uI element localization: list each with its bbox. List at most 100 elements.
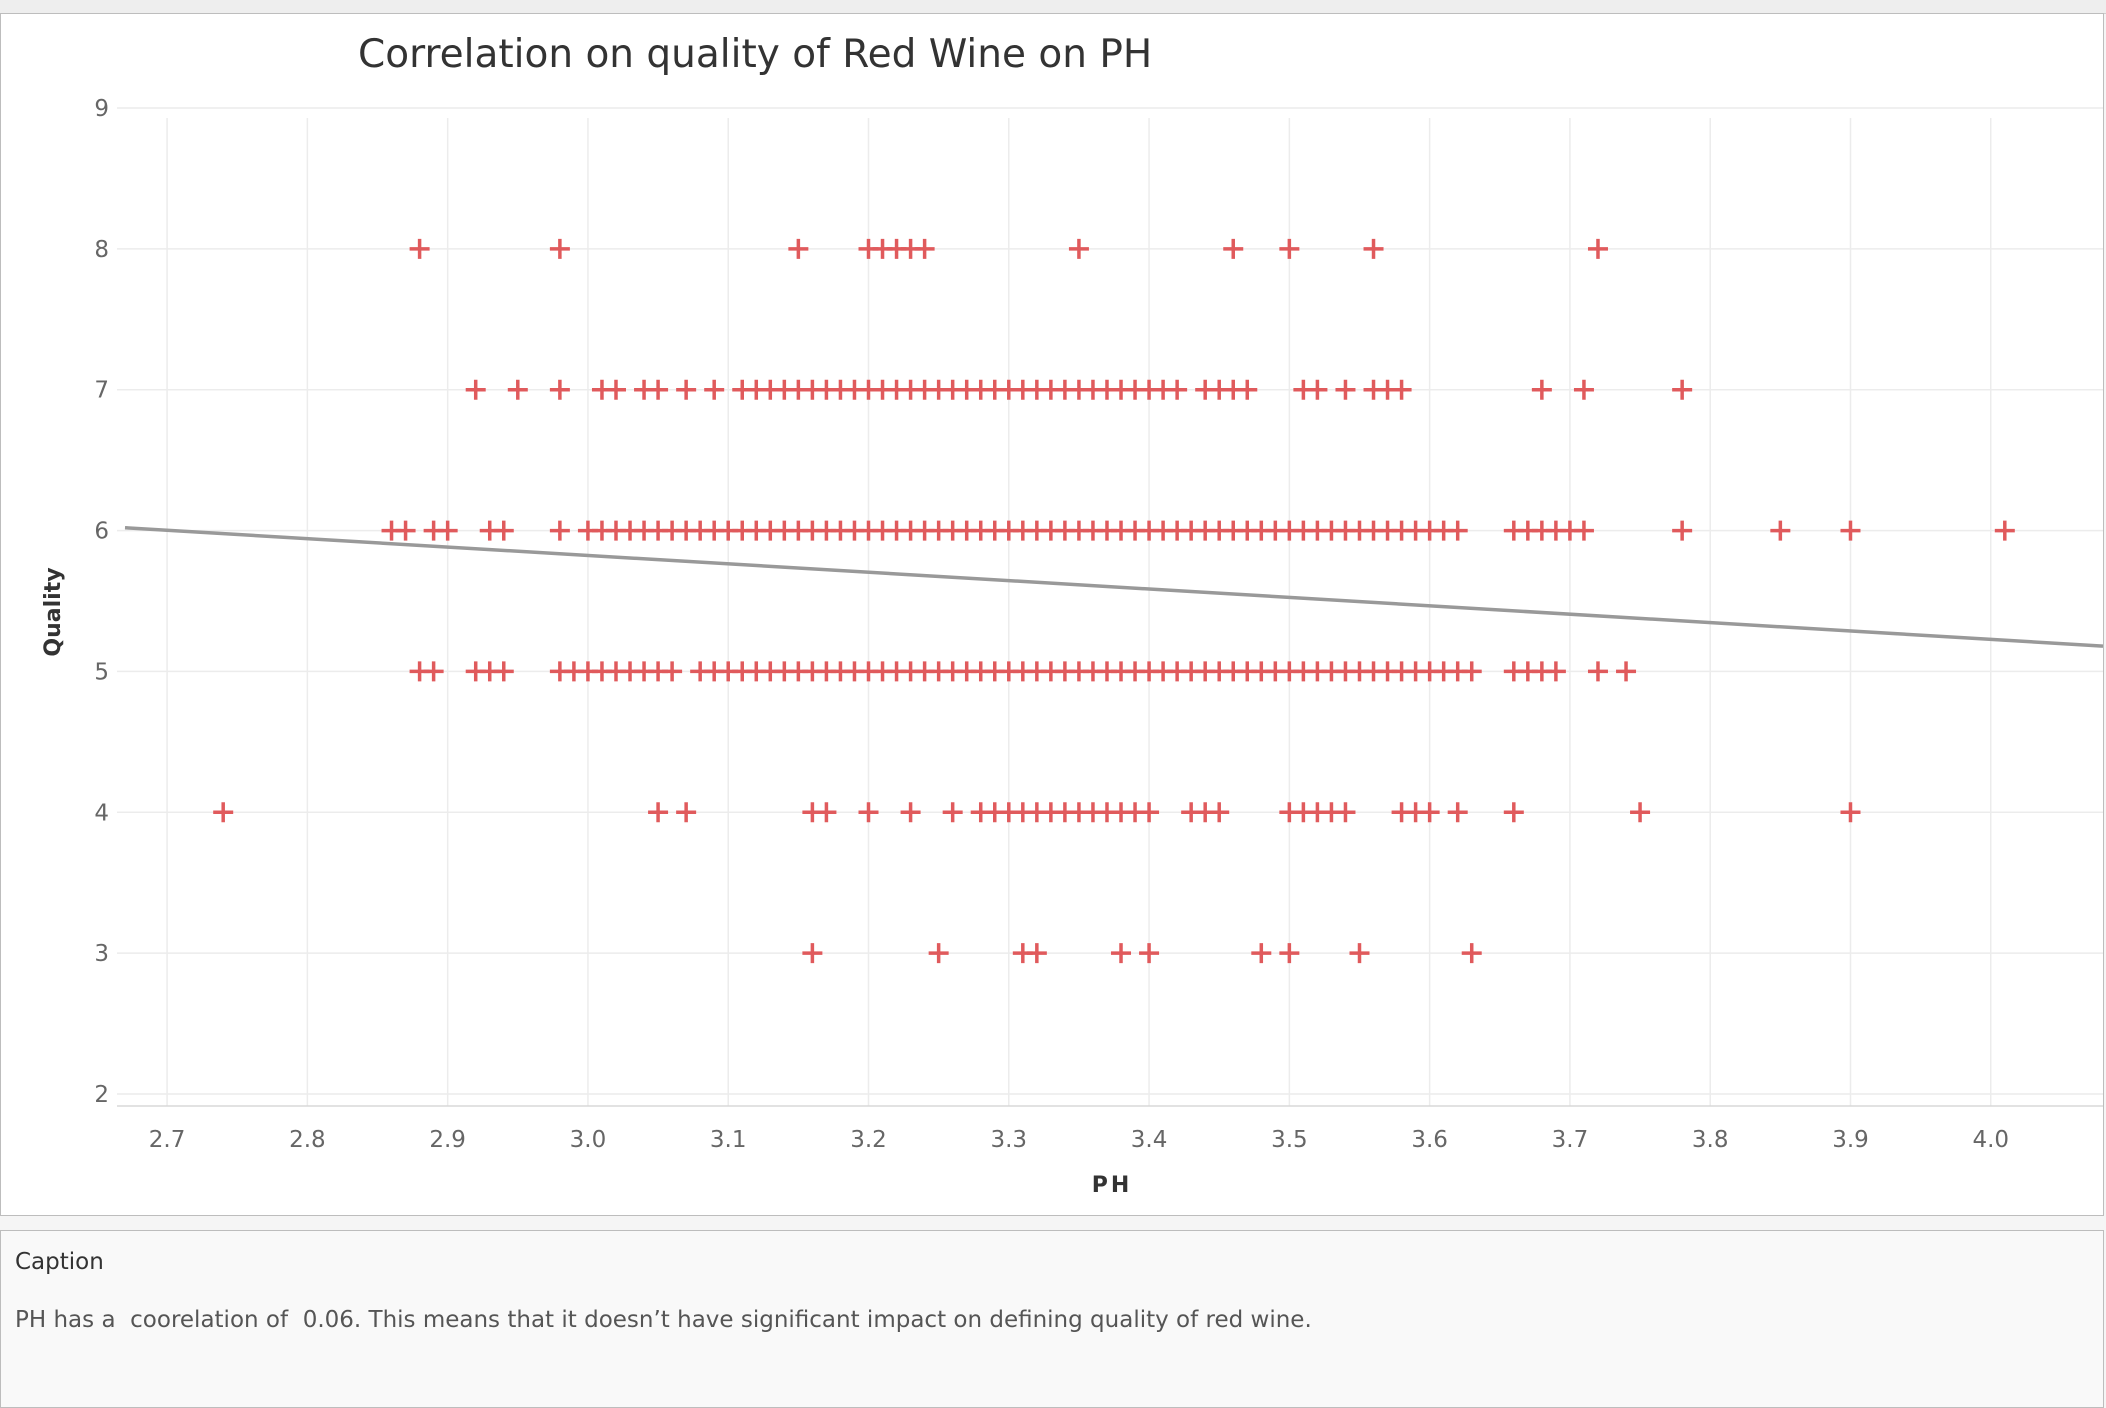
data-point — [1994, 520, 2015, 541]
data-point — [493, 661, 514, 682]
data-point — [1026, 943, 1047, 964]
x-axis-title: PH — [1092, 1173, 1133, 1198]
data-point — [507, 379, 528, 400]
data-point — [802, 943, 823, 964]
x-tick-label: 3.1 — [710, 1127, 747, 1153]
data-point — [1419, 802, 1440, 823]
y-tick-label: 5 — [94, 659, 109, 685]
data-point — [900, 802, 921, 823]
x-tick-label: 3.8 — [1692, 1127, 1729, 1153]
data-point — [1447, 802, 1468, 823]
data-point — [213, 802, 234, 823]
data-point — [676, 802, 697, 823]
x-tick-label: 3.6 — [1411, 1127, 1448, 1153]
points-layer — [213, 238, 2015, 964]
data-point — [549, 379, 570, 400]
x-tick-label: 3.2 — [850, 1127, 887, 1153]
data-point — [1111, 943, 1132, 964]
ticks-layer: 2.7 2.8 2.9 3.0 3.1 3.2 3.3 3.4 3.5 3.6 3.7 3.8 3.9 4… — [94, 96, 2009, 1153]
data-point — [1616, 661, 1637, 682]
data-point — [1840, 520, 1861, 541]
data-point — [1167, 379, 1188, 400]
data-point — [423, 661, 444, 682]
chart-title: Correlation on quality of Red Wine on PH — [358, 32, 1152, 77]
data-point — [1068, 238, 1089, 259]
x-tick-label: 3.4 — [1131, 1127, 1168, 1153]
data-point — [1447, 520, 1468, 541]
data-point — [395, 520, 416, 541]
data-point — [549, 520, 570, 541]
x-tick-label: 4.0 — [1972, 1127, 2009, 1153]
data-point — [1461, 661, 1482, 682]
x-tick-label: 3.7 — [1552, 1127, 1589, 1153]
y-axis-title: Quality — [41, 567, 66, 656]
y-tick-label: 3 — [94, 941, 109, 967]
data-point — [1139, 943, 1160, 964]
data-point — [1545, 661, 1566, 682]
data-point — [1139, 802, 1160, 823]
data-point — [1531, 379, 1552, 400]
data-point — [409, 238, 430, 259]
data-point — [493, 520, 514, 541]
y-tick-label: 4 — [94, 800, 109, 826]
x-tick-label: 3.9 — [1832, 1127, 1869, 1153]
y-tick-label: 8 — [94, 237, 109, 263]
caption-text: PH has a coorelation of 0.06. This means… — [15, 1307, 1312, 1333]
data-point — [1251, 943, 1272, 964]
data-point — [1363, 238, 1384, 259]
data-point — [437, 520, 458, 541]
data-point — [648, 802, 669, 823]
data-point — [1461, 943, 1482, 964]
grid-layer — [117, 107, 2103, 1107]
data-point — [1279, 238, 1300, 259]
data-point — [1587, 661, 1608, 682]
y-tick-label: 6 — [94, 519, 109, 545]
data-point — [1840, 802, 1861, 823]
trend-line — [124, 526, 2103, 648]
data-point — [1672, 379, 1693, 400]
data-point — [1587, 238, 1608, 259]
data-point — [648, 379, 669, 400]
x-tick-label: 3.5 — [1271, 1127, 1308, 1153]
x-tick-label: 3.3 — [990, 1127, 1027, 1153]
data-point — [1209, 802, 1230, 823]
data-point — [1237, 379, 1258, 400]
data-point — [1335, 379, 1356, 400]
x-tick-label: 2.7 — [149, 1127, 186, 1153]
x-tick-label: 2.9 — [429, 1127, 466, 1153]
data-point — [1349, 943, 1370, 964]
top-strip — [0, 0, 2106, 14]
data-point — [914, 238, 935, 259]
chart-pane: 2.7 2.8 2.9 3.0 3.1 3.2 3.3 3.4 3.5 3.6 3.7 3.8 3.9 4… — [0, 13, 2104, 1216]
data-point — [816, 802, 837, 823]
data-point — [1573, 520, 1594, 541]
y-tick-label: 2 — [94, 1082, 109, 1108]
data-point — [465, 379, 486, 400]
data-point — [662, 661, 683, 682]
data-point — [1279, 943, 1300, 964]
data-point — [1672, 520, 1693, 541]
caption-pane: Caption PH has a coorelation of 0.06. Th… — [0, 1230, 2104, 1408]
data-point — [704, 379, 725, 400]
y-tick-label: 9 — [94, 96, 109, 122]
data-point — [605, 379, 626, 400]
data-point — [928, 943, 949, 964]
data-point — [1770, 520, 1791, 541]
data-point — [549, 238, 570, 259]
x-tick-label: 2.8 — [289, 1127, 326, 1153]
x-tick-label: 3.0 — [570, 1127, 607, 1153]
data-point — [1335, 802, 1356, 823]
data-point — [788, 238, 809, 259]
data-point — [1503, 802, 1524, 823]
scatter-chart: 2.7 2.8 2.9 3.0 3.1 3.2 3.3 3.4 3.5 3.6 3.7 3.8 3.9 4… — [41, 32, 2103, 1198]
data-point — [1391, 379, 1412, 400]
data-point — [858, 802, 879, 823]
data-point — [1223, 238, 1244, 259]
data-point — [942, 802, 963, 823]
data-point — [1307, 379, 1328, 400]
data-point — [1630, 802, 1651, 823]
trend-layer — [124, 526, 2103, 648]
caption-title: Caption — [15, 1249, 104, 1275]
y-tick-label: 7 — [94, 378, 109, 404]
data-point — [1573, 379, 1594, 400]
